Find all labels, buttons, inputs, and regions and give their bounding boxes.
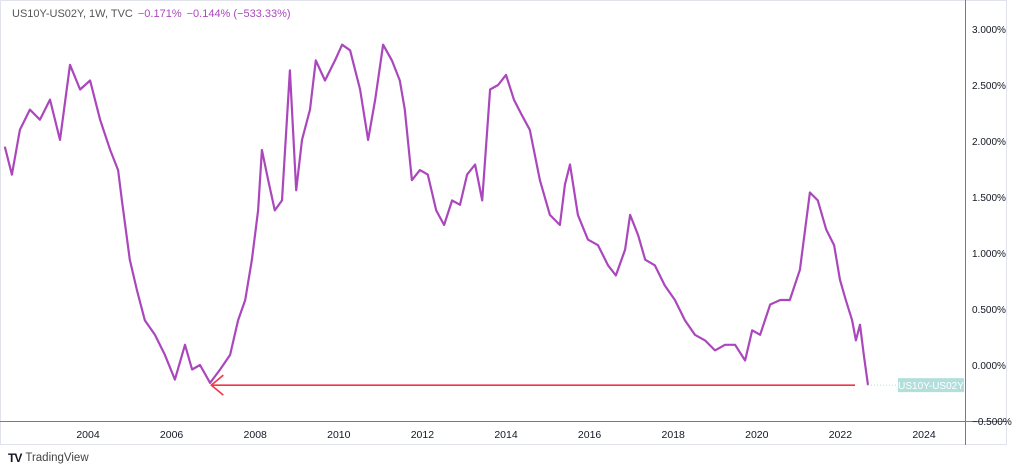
brand[interactable]: TV TradingView <box>8 451 89 465</box>
chart-legend: US10Y-US02Y, 1W, TVC −0.171% −0.144% (−533… <box>12 8 291 20</box>
y-tick-label: 0.000% <box>972 361 1006 372</box>
x-tick-label: 2008 <box>244 429 268 441</box>
tradingview-logo-icon: TV <box>8 451 22 465</box>
x-tick-label: 2022 <box>829 429 853 441</box>
y-tick-label: 1.500% <box>972 193 1006 204</box>
x-axis[interactable]: 2004 2006 2008 2010 2012 2014 2016 2018 2020 2022… <box>76 429 936 441</box>
x-tick-label: 2016 <box>578 429 602 441</box>
chart-border <box>0 0 1007 445</box>
chart-frame <box>0 0 1007 445</box>
price-label-box <box>898 378 964 393</box>
x-tick-label: 2012 <box>411 429 435 441</box>
x-tick-label: 2004 <box>76 429 100 441</box>
x-tick-label: 2010 <box>327 429 351 441</box>
arrow-head-icon <box>210 374 224 396</box>
y-tick-label: 2.500% <box>972 81 1006 92</box>
brand-name: TradingView <box>25 452 89 464</box>
series-line <box>3 43 870 386</box>
x-tick-label: 2024 <box>912 429 936 441</box>
price-label-text: US10Y-US02Y <box>898 381 964 392</box>
last-value: −0.171% <box>137 8 182 20</box>
y-tick-label: 3.000% <box>972 25 1006 36</box>
x-tick-label: 2020 <box>745 429 769 441</box>
change-value: −0.144% (−533.33%) <box>186 8 291 20</box>
symbol-info: US10Y-US02Y, 1W, TVC <box>12 8 133 20</box>
price-label: US10Y-US02Y <box>867 378 964 393</box>
x-tick-label: 2014 <box>494 429 518 441</box>
arrow-annotation[interactable] <box>210 374 856 396</box>
y-tick-label: 1.000% <box>972 249 1006 260</box>
y-axis[interactable]: 3.000% 2.500% 2.000% 1.500% 1.000% 0.500% 0.00… <box>972 25 1012 428</box>
y-tick-label: 0.500% <box>972 305 1006 316</box>
y-tick-label: 2.000% <box>972 137 1006 148</box>
x-tick-label: 2006 <box>160 429 184 441</box>
y-tick-label: −0.500% <box>972 417 1012 428</box>
x-tick-label: 2018 <box>662 429 686 441</box>
